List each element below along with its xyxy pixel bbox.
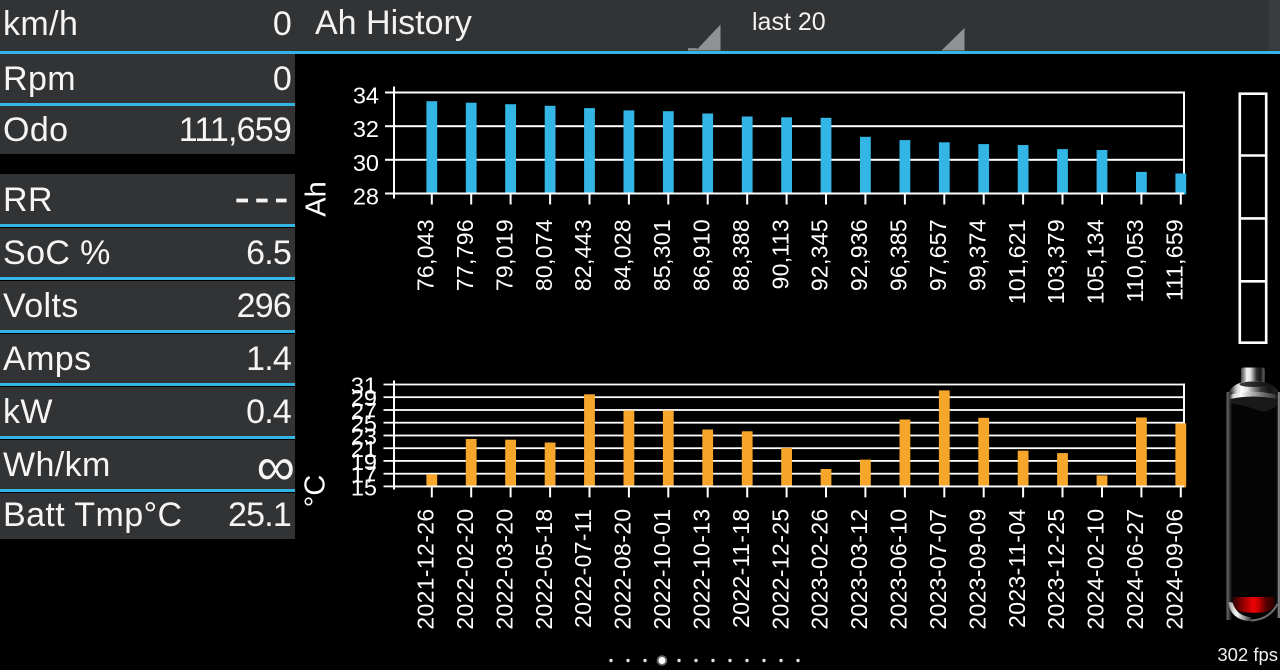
svg-text:92,936: 92,936 xyxy=(846,219,872,291)
svg-text:34: 34 xyxy=(353,83,379,109)
svg-text:2022-02-20: 2022-02-20 xyxy=(452,509,478,630)
svg-text:2022-07-11: 2022-07-11 xyxy=(570,509,596,628)
svg-text:2023-06-10: 2023-06-10 xyxy=(886,509,912,630)
svg-text:2024-02-10: 2024-02-10 xyxy=(1083,509,1109,630)
svg-text:28: 28 xyxy=(353,184,379,210)
svg-text:Ah: Ah xyxy=(301,181,333,216)
svg-text:31: 31 xyxy=(351,373,377,399)
svg-text:2022-10-13: 2022-10-13 xyxy=(688,509,714,630)
svg-text:101,621: 101,621 xyxy=(1004,219,1030,304)
svg-text:84,028: 84,028 xyxy=(610,219,636,291)
svg-text:2022-08-20: 2022-08-20 xyxy=(610,509,636,630)
svg-text:77,796: 77,796 xyxy=(452,219,478,291)
svg-text:92,345: 92,345 xyxy=(807,219,833,291)
svg-text:2024-09-06: 2024-09-06 xyxy=(1162,509,1188,630)
svg-text:30: 30 xyxy=(353,150,379,176)
svg-text:2023-09-09: 2023-09-09 xyxy=(964,509,990,630)
svg-text:79,019: 79,019 xyxy=(491,219,517,291)
svg-text:2022-10-01: 2022-10-01 xyxy=(649,509,675,630)
svg-text:82,443: 82,443 xyxy=(570,219,596,291)
svg-text:32: 32 xyxy=(353,116,379,142)
svg-text:85,301: 85,301 xyxy=(649,219,675,291)
svg-text:80,074: 80,074 xyxy=(531,219,557,291)
svg-text:2021-12-26: 2021-12-26 xyxy=(413,509,439,630)
svg-text:111,659: 111,659 xyxy=(1162,219,1188,301)
svg-text:2022-03-20: 2022-03-20 xyxy=(491,509,517,630)
svg-text:103,379: 103,379 xyxy=(1043,219,1069,304)
svg-text:19: 19 xyxy=(351,449,377,475)
svg-text:76,043: 76,043 xyxy=(413,219,439,291)
svg-text:2022-12-25: 2022-12-25 xyxy=(767,509,793,630)
svg-text:27: 27 xyxy=(351,398,377,424)
svg-text:2023-12-25: 2023-12-25 xyxy=(1043,509,1069,630)
svg-text:2022-11-18: 2022-11-18 xyxy=(728,509,754,628)
svg-text:21: 21 xyxy=(351,436,377,462)
svg-text:2023-07-07: 2023-07-07 xyxy=(925,509,951,630)
svg-text:29: 29 xyxy=(351,385,377,411)
svg-text:90,113: 90,113 xyxy=(767,219,793,289)
svg-text:86,910: 86,910 xyxy=(688,219,714,291)
svg-text:23: 23 xyxy=(351,423,377,449)
svg-text:2023-02-26: 2023-02-26 xyxy=(807,509,833,630)
svg-text:17: 17 xyxy=(351,462,377,488)
svg-text:2022-05-18: 2022-05-18 xyxy=(531,509,557,630)
svg-text:15: 15 xyxy=(351,474,377,500)
svg-text:110,053: 110,053 xyxy=(1122,219,1148,303)
svg-text:2023-11-04: 2023-11-04 xyxy=(1004,509,1030,628)
svg-text:2023-03-12: 2023-03-12 xyxy=(846,509,872,630)
svg-text:2024-06-27: 2024-06-27 xyxy=(1122,509,1148,630)
svg-text:25: 25 xyxy=(351,411,377,437)
svg-text:105,134: 105,134 xyxy=(1083,219,1109,304)
svg-text:88,388: 88,388 xyxy=(728,219,754,291)
svg-text:°C: °C xyxy=(300,475,332,508)
svg-text:99,374: 99,374 xyxy=(964,219,990,291)
svg-text:96,385: 96,385 xyxy=(886,219,912,291)
svg-text:97,657: 97,657 xyxy=(925,219,951,291)
